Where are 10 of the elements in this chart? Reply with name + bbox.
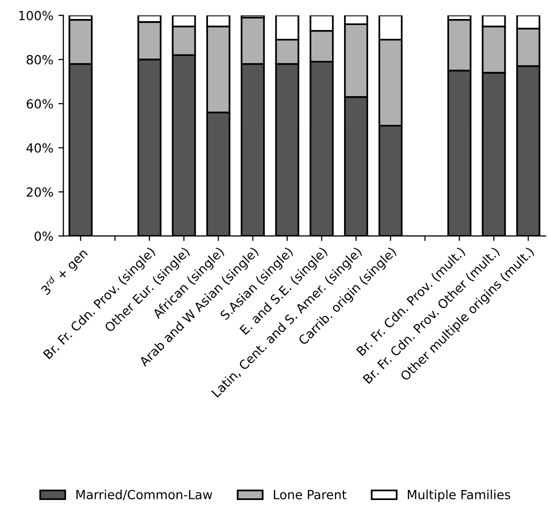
legend-label: Lone Parent [274, 490, 346, 500]
legend-label: Married/Common-Law [76, 490, 212, 500]
y-tick-label: 0% [34, 231, 53, 241]
y-tick-label: 20% [26, 187, 53, 197]
y-tick-label: 60% [26, 99, 53, 109]
legend-label: Multiple Families [408, 490, 510, 502]
x-tick-label: 3$^{rd}$ + gen [39, 246, 90, 298]
y-tick-label: 40% [26, 143, 53, 153]
y-tick-label: 80% [26, 54, 53, 64]
y-tick-label: 100% [19, 10, 53, 20]
